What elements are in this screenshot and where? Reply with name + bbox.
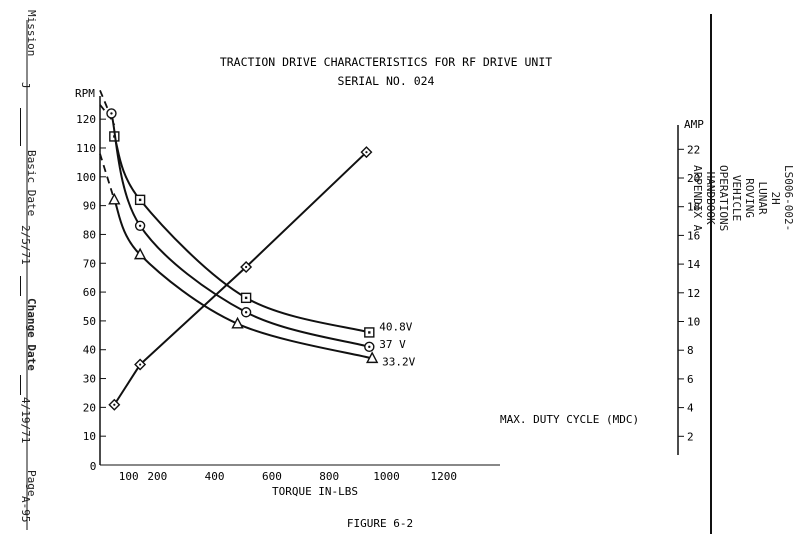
x-tick-label: 100 (119, 470, 139, 483)
diamond-marker-dot (139, 363, 142, 366)
square-marker-dot (368, 331, 371, 334)
y-tick-label: 90 (83, 200, 96, 213)
x-tick-label: 600 (262, 470, 282, 483)
margin-rule (20, 276, 21, 296)
y2-tick-label: 8 (687, 344, 694, 357)
figure-caption: FIGURE 6-2 (347, 517, 413, 530)
change-date-label: Change Date (25, 298, 38, 371)
series-layer (99, 89, 379, 411)
handbook-title-block: LS006-002-2H LUNAR ROVING VEHICLE OPERAT… (691, 165, 795, 231)
series-line (113, 151, 368, 406)
title-line-2: OPERATIONS HANDBOOK (704, 165, 730, 232)
chart-title: TRACTION DRIVE CHARACTERISTICS FOR RF DR… (220, 55, 552, 69)
series-line (113, 136, 370, 334)
series-dashed-extension (99, 153, 116, 201)
x-ticks: 100 200 400 600 800 1000 1200 (119, 470, 457, 483)
square-marker-dot (244, 296, 248, 300)
x-tick-label: 1000 (373, 470, 400, 483)
circle-marker-dot (368, 345, 371, 349)
y-tick-label: 110 (76, 142, 96, 155)
y2-tick-label: 10 (687, 316, 700, 329)
chart-annotation: MAX. DUTY CYCLE (MDC) (500, 413, 639, 426)
y-tick-label: 60 (83, 286, 96, 299)
page-label: Page (25, 470, 38, 497)
triangle-marker (108, 192, 121, 205)
y-tick-label: 120 (76, 113, 96, 126)
y-tick-label: 40 (83, 344, 96, 357)
y2-tick-label: 12 (687, 287, 700, 300)
series-label: 37 V (379, 338, 406, 351)
y2-axis-label: AMP (684, 118, 704, 131)
y-axis-label: RPM (75, 87, 95, 100)
title-line-1: LUNAR ROVING VEHICLE (730, 174, 769, 222)
series-labels: 40.8V 37 V 33.2V (379, 320, 415, 368)
y2-tick-label: 4 (687, 402, 694, 415)
diamond-marker-dot (113, 403, 116, 406)
y-tick-label: 50 (83, 315, 96, 328)
y-ticks: 10 20 30 40 50 60 70 80 90 100 110 120 (76, 113, 106, 443)
series-dashed-extension (99, 89, 116, 126)
page-value: A-95 (19, 496, 32, 523)
y2-tick-label: 22 (687, 143, 700, 156)
doc-number: LS006-002-2H (769, 165, 795, 232)
mission-value: J (19, 82, 32, 89)
x-tick-label: 400 (205, 470, 225, 483)
circle-marker-dot (244, 311, 248, 314)
x-axis-label: TORQUE IN-LBS (272, 485, 358, 498)
x-origin-label: 0 (90, 460, 97, 473)
title-line-3: APPENDIX A (691, 165, 704, 232)
x-tick-label: 1200 (431, 470, 458, 483)
y2-tick-label: 16 (687, 229, 700, 242)
series-line (113, 199, 373, 360)
series-label: 33.2V (382, 355, 415, 368)
change-date-value: 4/19/71 (19, 397, 32, 444)
triangle-marker (133, 247, 147, 260)
y2-tick-label: 14 (687, 258, 701, 271)
series-line (110, 113, 370, 348)
y-tick-label: 70 (83, 257, 96, 270)
chart-subtitle: SERIAL NO. 024 (338, 74, 435, 88)
diamond-marker-dot (245, 265, 248, 269)
basic-date-value: 2/5/71 (19, 225, 32, 265)
triangle-marker (231, 316, 244, 329)
y2-tick-label: 18 (687, 201, 700, 214)
circle-marker-dot (138, 224, 142, 227)
series-label: 40.8V (379, 320, 412, 333)
basic-date-label: Basic Date (25, 150, 38, 217)
y2-tick-label: 20 (687, 172, 700, 185)
y-tick-label: 30 (83, 373, 96, 386)
x-tick-label: 800 (319, 470, 339, 483)
y-tick-label: 80 (83, 228, 96, 241)
y2-tick-label: 2 (687, 430, 694, 443)
triangle-marker (366, 351, 379, 364)
y2-ticks: 2 4 6 8 10 12 14 16 18 20 22 (678, 143, 701, 443)
circle-marker-dot (110, 112, 113, 115)
y-tick-label: 20 (83, 401, 96, 414)
y-tick-label: 10 (83, 430, 96, 443)
margin-rule (20, 108, 21, 146)
y-tick-label: 100 (76, 171, 96, 184)
diamond-marker-dot (365, 151, 368, 154)
y2-tick-label: 6 (687, 373, 694, 386)
square-marker-dot (138, 198, 142, 202)
x-tick-label: 200 (147, 470, 167, 483)
margin-rule (20, 375, 21, 395)
right-frame-line (710, 14, 712, 534)
mission-label: Mission (25, 10, 38, 57)
